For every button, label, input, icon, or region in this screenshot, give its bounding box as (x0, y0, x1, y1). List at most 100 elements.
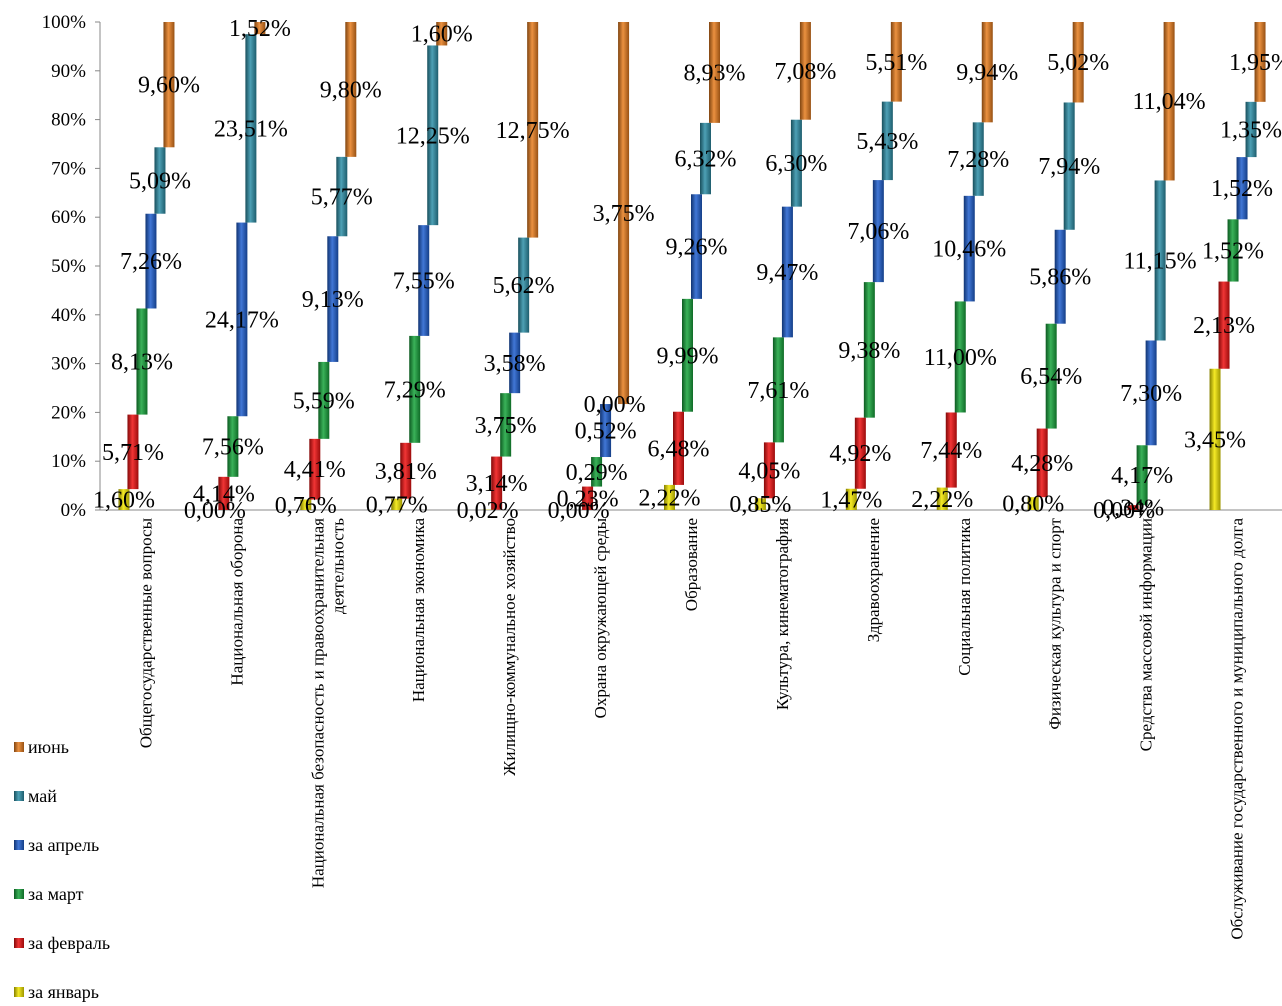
bar-segment (154, 147, 166, 214)
data-label: 0,29% (566, 460, 628, 486)
bar-segment (591, 457, 603, 487)
bar-segment (1145, 340, 1157, 446)
data-label: 0,00% (548, 498, 610, 524)
category-label: Национальная оборона (227, 518, 246, 686)
data-label: 7,55% (393, 269, 455, 295)
bar-segment (790, 119, 802, 207)
data-label: 3,81% (375, 459, 437, 485)
bar-segment (936, 487, 948, 510)
bar-segment (436, 22, 448, 46)
bar-segment (845, 488, 857, 510)
data-label: 4,28% (1011, 451, 1073, 477)
bar-segment (863, 282, 875, 418)
data-label: 0,34% (1102, 496, 1164, 522)
category-label: Здравоохранение (864, 518, 883, 642)
data-label: 7,08% (774, 59, 836, 85)
bar-segment (1045, 323, 1057, 429)
bar-segment (1072, 22, 1084, 103)
bar-segment (682, 298, 693, 412)
bar-segment (1027, 497, 1039, 510)
data-label: 12,75% (496, 118, 570, 144)
bar-segment (1218, 281, 1230, 369)
bar-segment (236, 222, 248, 417)
bar-segment (945, 412, 957, 488)
bar-segment (491, 456, 503, 510)
y-tick-label: 10% (51, 451, 86, 472)
data-label: 7,94% (1038, 154, 1100, 180)
data-label: 0,23% (557, 486, 619, 512)
bar-segment (890, 22, 902, 102)
data-label: 8,93% (684, 60, 746, 86)
y-tick-label: 60% (51, 207, 86, 228)
bar-segment (691, 194, 702, 299)
data-label: 4,92% (829, 441, 891, 467)
category-label: Физическая культура и спорт (1046, 517, 1065, 729)
svg-text:Жилищно-коммунальное хозяйство: Жилищно-коммунальное хозяйство (500, 518, 519, 776)
bar-segment (1036, 428, 1048, 498)
data-label: 4,14% (193, 481, 255, 507)
bar-segment (700, 122, 711, 195)
data-label: 6,48% (648, 436, 710, 462)
legend-label: за февраль (28, 933, 110, 953)
bar-segment (163, 22, 175, 148)
bar-segment (1227, 219, 1239, 282)
data-label: 4,41% (284, 457, 346, 483)
svg-text:Социальная политика: Социальная политика (955, 518, 974, 676)
legend-swatch (14, 987, 24, 997)
data-label: 2,22% (911, 487, 973, 513)
data-label: 9,94% (956, 60, 1018, 86)
data-label: 5,62% (493, 273, 555, 299)
category-label: Национальная экономика (409, 518, 428, 703)
data-label: 5,86% (1029, 265, 1091, 291)
category-label: Культура, кинематография (773, 518, 792, 710)
svg-text:Национальная оборона: Национальная оборона (227, 518, 246, 686)
bar-segment (1163, 22, 1175, 181)
svg-text:Национальная безопасность и пр: Национальная безопасность и правоохранит… (308, 518, 347, 888)
data-label: 5,02% (1047, 50, 1109, 76)
y-tick-label: 30% (51, 354, 86, 375)
data-label: 5,51% (865, 50, 927, 76)
data-label: 7,26% (120, 249, 182, 275)
bar-segment (245, 34, 257, 223)
data-label: 7,44% (920, 438, 982, 464)
data-label: 9,99% (657, 343, 719, 369)
svg-text:Физическая культура и спорт: Физическая культура и спорт (1046, 517, 1065, 729)
data-label: 0,00% (1093, 498, 1155, 524)
bar-segment (145, 213, 157, 309)
legend-label: за январь (28, 982, 99, 1002)
bar-segment (754, 498, 766, 510)
bar-segment (1245, 101, 1257, 158)
data-label: 9,60% (138, 73, 200, 99)
bar-segment (527, 22, 539, 238)
svg-text:Здравоохранение: Здравоохранение (864, 518, 883, 642)
bar-segment (664, 484, 675, 510)
data-label: 5,71% (102, 440, 164, 466)
data-label: 7,06% (847, 219, 909, 245)
bar-segment (963, 195, 975, 302)
category-label: Общегосударственные вопросы (136, 517, 155, 748)
bar-segment (1209, 368, 1221, 510)
bar-segment (345, 22, 357, 157)
category-label: Охрана окружающей среды (591, 517, 610, 718)
data-label: 3,45% (1184, 427, 1246, 453)
svg-text:Образование: Образование (682, 518, 701, 611)
svg-text:Культура, кинематография: Культура, кинематография (773, 518, 792, 710)
bar-segment (391, 498, 403, 510)
svg-text:Национальная экономика: Национальная экономика (409, 518, 428, 703)
data-label: 11,04% (1133, 89, 1206, 115)
y-tick-label: 90% (51, 61, 86, 82)
legend-swatch (14, 742, 24, 752)
data-label: 0,00% (584, 392, 646, 418)
data-label: 6,54% (1020, 364, 1082, 390)
category-label: Национальная безопасность и правоохранит… (308, 518, 347, 888)
bar-segment (1254, 22, 1266, 102)
bar-segment (1154, 180, 1166, 341)
data-label: 7,30% (1120, 381, 1182, 407)
bar-segment (709, 22, 720, 123)
data-label: 3,58% (484, 351, 546, 377)
data-label: 2,13% (1193, 313, 1255, 339)
bar-segment (327, 236, 339, 362)
data-label: 0,77% (366, 492, 428, 518)
bar-segment (673, 411, 684, 485)
